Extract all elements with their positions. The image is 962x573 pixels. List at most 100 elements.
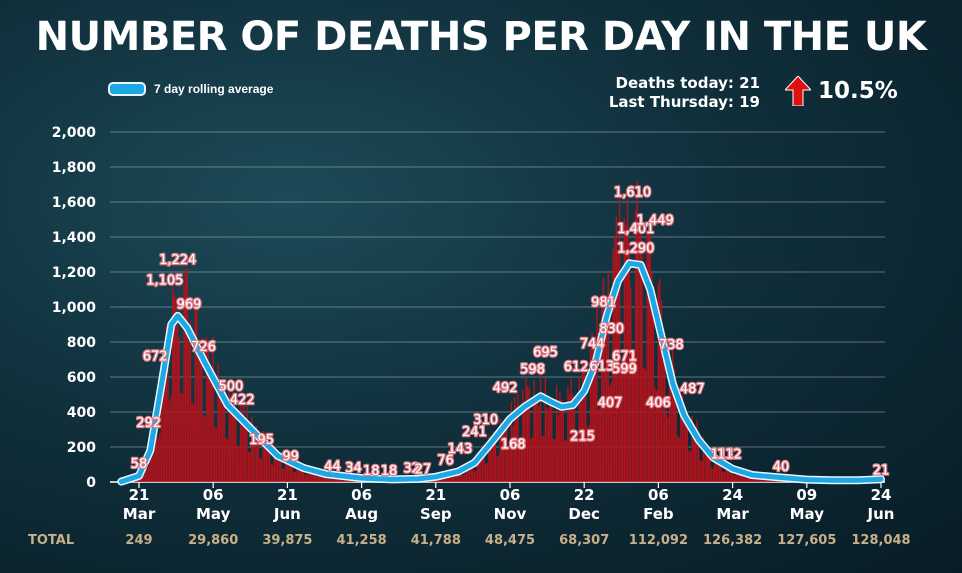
daily-bar bbox=[675, 398, 677, 482]
daily-bar bbox=[580, 402, 582, 482]
daily-bar bbox=[164, 366, 166, 482]
data-label: 168 bbox=[501, 438, 526, 453]
daily-bar bbox=[264, 432, 266, 482]
data-label: 44 bbox=[324, 459, 341, 474]
daily-bar bbox=[623, 217, 626, 482]
data-label: 18 bbox=[363, 464, 380, 479]
daily-bar bbox=[310, 469, 313, 482]
total-cell: 112,092 bbox=[629, 533, 688, 548]
daily-bar bbox=[233, 408, 235, 482]
daily-bar bbox=[530, 438, 532, 482]
daily-bar bbox=[204, 416, 206, 482]
daily-bar bbox=[272, 464, 274, 482]
daily-bar bbox=[188, 343, 190, 482]
y-tick-label: 1,800 bbox=[52, 160, 97, 176]
daily-bar bbox=[499, 418, 501, 482]
daily-bar bbox=[236, 445, 238, 482]
grid-lines bbox=[110, 131, 885, 483]
daily-bar bbox=[286, 455, 288, 482]
daily-bar bbox=[659, 279, 661, 482]
data-label: 310 bbox=[473, 413, 498, 428]
daily-bar bbox=[597, 409, 600, 482]
daily-bar bbox=[270, 463, 272, 482]
daily-bar bbox=[667, 416, 669, 482]
data-label: 1,449 bbox=[637, 213, 674, 228]
daily-bar bbox=[554, 438, 556, 482]
percent-change: 10.5% bbox=[818, 78, 898, 104]
daily-bar bbox=[523, 404, 526, 482]
x-tick-month: Feb bbox=[643, 505, 674, 523]
daily-bar bbox=[588, 425, 590, 482]
daily-bar bbox=[472, 462, 474, 482]
daily-bar bbox=[615, 216, 618, 482]
daily-bar bbox=[294, 472, 297, 482]
x-tick-month: Dec bbox=[568, 505, 600, 523]
daily-bar bbox=[205, 337, 208, 482]
daily-bar bbox=[439, 478, 442, 482]
daily-bar bbox=[314, 471, 316, 482]
daily-bar bbox=[596, 308, 598, 482]
daily-bar bbox=[573, 396, 576, 482]
data-label: 1,401 bbox=[617, 222, 654, 237]
daily-bar bbox=[322, 473, 324, 482]
daily-bar bbox=[617, 250, 619, 482]
data-label: 241 bbox=[462, 425, 487, 440]
daily-bar bbox=[301, 465, 303, 482]
daily-bar bbox=[497, 455, 500, 482]
total-cell: 41,258 bbox=[337, 533, 387, 548]
daily-bar bbox=[178, 337, 180, 482]
daily-bar bbox=[641, 255, 643, 482]
y-tick-label: 0 bbox=[86, 475, 96, 491]
daily-bar bbox=[605, 295, 608, 482]
daily-bar bbox=[339, 478, 342, 482]
daily-bar bbox=[202, 414, 205, 482]
data-label: 695 bbox=[533, 345, 558, 360]
legend: 7 day rolling average bbox=[108, 82, 273, 96]
daily-bar bbox=[547, 409, 550, 482]
y-axis-ticks: 0 200 400 600 800 1,000 1,200 1,400 1,600 1,800 2,… bbox=[52, 125, 97, 491]
daily-bar bbox=[688, 449, 690, 482]
daily-bar bbox=[591, 332, 593, 482]
daily-bar bbox=[712, 468, 714, 482]
data-label: 1,290 bbox=[617, 241, 654, 256]
x-tick-month: Mar bbox=[123, 505, 156, 523]
daily-bar bbox=[217, 363, 219, 482]
daily-bar bbox=[315, 476, 317, 482]
data-label: 27 bbox=[415, 462, 432, 477]
daily-bar bbox=[525, 378, 527, 482]
daily-bar bbox=[251, 416, 253, 482]
data-label: 34 bbox=[345, 461, 362, 476]
data-label: 969 bbox=[177, 297, 202, 312]
daily-bar bbox=[165, 326, 167, 482]
daily-bar bbox=[212, 337, 214, 482]
daily-bar bbox=[643, 367, 645, 482]
daily-bar bbox=[297, 464, 300, 482]
daily-bar bbox=[267, 448, 269, 482]
data-label: 613 bbox=[590, 360, 615, 375]
daily-bar bbox=[155, 419, 158, 482]
daily-bar bbox=[486, 462, 488, 482]
daily-bar bbox=[593, 341, 595, 482]
data-label: 112 bbox=[717, 447, 742, 462]
daily-bar bbox=[189, 320, 192, 482]
daily-bar bbox=[186, 268, 188, 482]
daily-bar bbox=[510, 401, 513, 482]
daily-bar bbox=[207, 344, 209, 482]
daily-bar bbox=[254, 433, 256, 482]
daily-bar bbox=[681, 395, 684, 482]
daily-bar bbox=[252, 425, 255, 482]
daily-bar bbox=[568, 394, 571, 482]
daily-bar bbox=[197, 356, 200, 482]
daily-bar bbox=[191, 402, 193, 482]
daily-bar bbox=[288, 456, 290, 482]
daily-bar bbox=[159, 433, 161, 482]
daily-bar bbox=[651, 272, 653, 482]
daily-bar bbox=[483, 453, 485, 482]
daily-bar bbox=[693, 430, 695, 482]
daily-bar bbox=[685, 420, 687, 482]
daily-bar bbox=[468, 463, 471, 482]
daily-bar bbox=[173, 294, 176, 482]
daily-bar bbox=[244, 424, 247, 482]
